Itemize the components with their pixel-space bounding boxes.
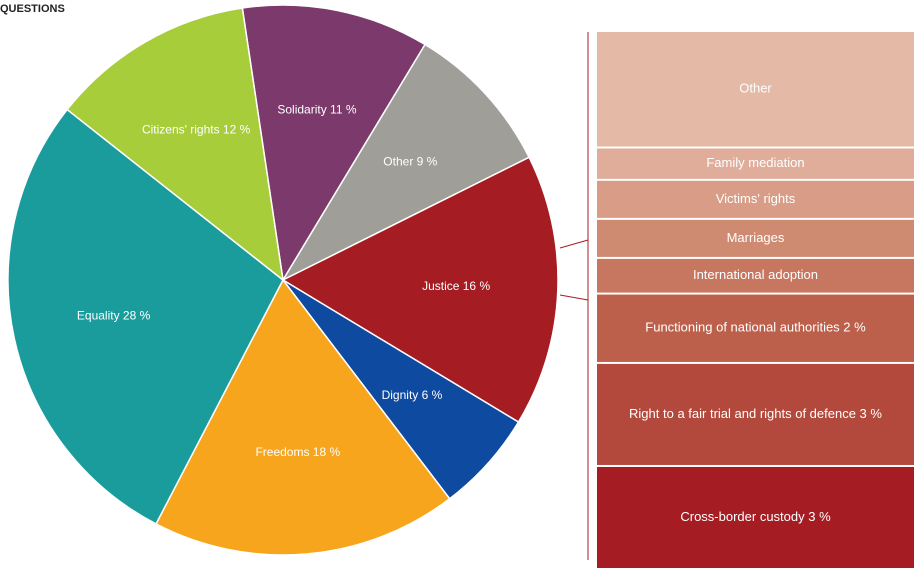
pie-slice <box>281 156 559 424</box>
bar-segment <box>597 466 914 568</box>
slice-label: Other 9 % <box>383 155 437 169</box>
segment-label: International adoption <box>693 267 818 282</box>
segment-label: Functioning of national authorities 2 % <box>645 320 866 335</box>
bar-segment <box>597 32 914 147</box>
slice-label: Justice 16 % <box>422 279 490 293</box>
chart-title: QUESTIONS <box>0 3 65 15</box>
segment-label: Victims' rights <box>716 191 796 206</box>
bar-segment <box>597 363 914 465</box>
bar-segment <box>597 258 914 293</box>
bar-segment <box>597 148 914 179</box>
bracket <box>559 32 589 560</box>
slice-label: Equality 28 % <box>77 308 151 322</box>
slice-label: Citizens' rights 12 % <box>142 122 251 136</box>
segment-label: Cross-border custody 3 % <box>680 509 831 524</box>
pie-slice <box>7 108 284 525</box>
slice-label: Dignity 6 % <box>382 388 443 402</box>
bar-segment <box>597 180 914 218</box>
segment-label: Marriages <box>727 230 785 245</box>
segment-label: Other <box>739 81 772 96</box>
pie-slice <box>155 278 451 556</box>
segment-label: Right to a fair trial and rights of defe… <box>629 406 882 421</box>
segment-label: Family mediation <box>706 155 804 170</box>
bar-segment <box>597 219 914 257</box>
bracket-line <box>559 239 589 249</box>
pie-slice <box>281 43 531 282</box>
bracket-line <box>559 294 589 301</box>
pie-slice <box>66 7 285 282</box>
slice-label: Solidarity 11 % <box>277 102 356 116</box>
slice-label: Freedoms 18 % <box>255 445 340 459</box>
pie-slice <box>241 4 427 283</box>
bar-segment <box>597 294 914 362</box>
